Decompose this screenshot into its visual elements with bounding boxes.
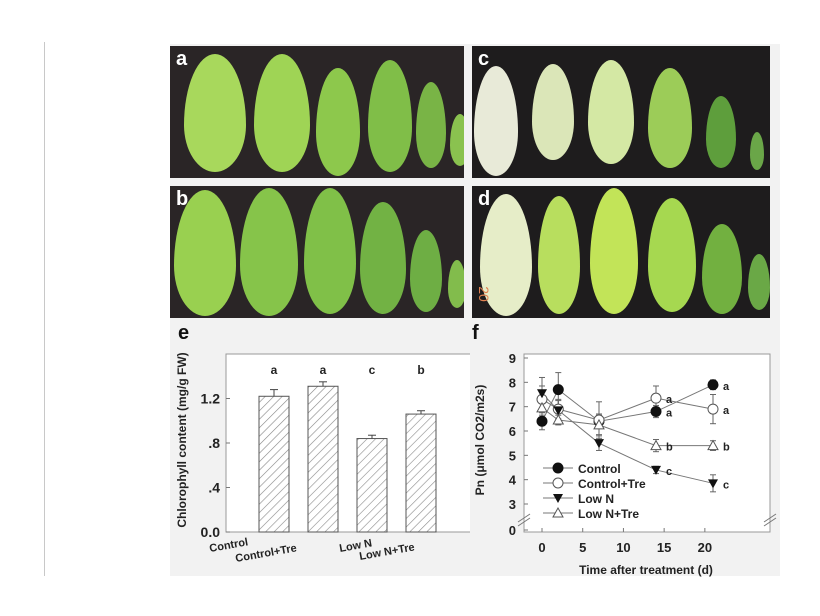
panel-label-c: c — [478, 48, 490, 70]
svg-text:5: 5 — [509, 448, 516, 463]
leaf — [588, 60, 634, 164]
svg-text:Pn (μmol CO2/m2s): Pn (μmol CO2/m2s) — [473, 385, 487, 496]
leaf — [240, 188, 298, 316]
leaf — [360, 202, 406, 314]
leaf — [648, 198, 696, 312]
leaf — [184, 54, 246, 172]
svg-text:10: 10 — [616, 540, 630, 555]
svg-text:.8: .8 — [208, 435, 220, 451]
photo-panel-b: b — [170, 186, 464, 318]
page-divider-line — [44, 42, 45, 576]
svg-text:5: 5 — [579, 540, 586, 555]
leaf — [702, 224, 742, 314]
leaf — [448, 260, 464, 308]
svg-text:20: 20 — [698, 540, 712, 555]
leaf — [480, 194, 532, 316]
panel-label-f: f — [472, 322, 479, 344]
svg-text:15: 15 — [657, 540, 671, 555]
svg-text:a: a — [723, 405, 730, 417]
leaf — [590, 188, 638, 314]
svg-text:b: b — [723, 442, 730, 454]
leaf — [706, 96, 736, 168]
svg-text:.4: .4 — [208, 480, 220, 496]
leaf — [304, 188, 356, 314]
svg-text:6: 6 — [509, 424, 516, 439]
svg-text:8: 8 — [509, 375, 516, 390]
svg-text:b: b — [417, 363, 424, 377]
leaf — [450, 114, 464, 166]
leaf — [748, 254, 770, 310]
svg-text:0.0: 0.0 — [201, 524, 221, 540]
panel-label-a: a — [176, 48, 188, 70]
leaf — [532, 64, 574, 160]
svg-text:4: 4 — [509, 473, 517, 488]
svg-text:a: a — [271, 363, 278, 377]
svg-text:Low N+Tre: Low N+Tre — [578, 507, 639, 521]
svg-text:Low N: Low N — [578, 492, 614, 506]
leaf — [410, 230, 442, 312]
panel-label-b: b — [176, 188, 189, 210]
svg-text:1.2: 1.2 — [201, 391, 221, 407]
svg-text:0: 0 — [509, 523, 516, 538]
leaf — [254, 54, 310, 172]
svg-text:a: a — [320, 363, 327, 377]
svg-text:c: c — [666, 466, 672, 478]
svg-text:a: a — [666, 408, 673, 420]
figure: a b c d 20 e — [170, 44, 780, 577]
svg-text:7: 7 — [509, 400, 516, 415]
svg-text:Control: Control — [578, 462, 621, 476]
leaf — [416, 82, 446, 168]
svg-text:Time after treatment (d): Time after treatment (d) — [579, 563, 713, 577]
svg-text:Control+Tre: Control+Tre — [578, 477, 646, 491]
leaf — [750, 132, 764, 170]
leaf — [538, 196, 580, 314]
photo-panel-a: a — [170, 46, 464, 178]
photo-panel-d: d 20 — [472, 186, 770, 318]
leaf — [174, 190, 236, 316]
svg-text:a: a — [666, 394, 673, 406]
svg-text:Chlorophyll content (mg/g FW): Chlorophyll content (mg/g FW) — [175, 352, 189, 527]
leaf — [648, 68, 692, 168]
date-stamp: 20 — [475, 286, 492, 302]
panel-label-e: e — [178, 322, 190, 344]
photo-panel-c: c — [472, 46, 770, 178]
svg-text:a: a — [723, 381, 730, 393]
svg-text:3: 3 — [509, 497, 516, 512]
leaf — [316, 68, 360, 176]
svg-text:Low N: Low N — [338, 537, 373, 555]
svg-text:0: 0 — [538, 540, 545, 555]
svg-text:c: c — [723, 479, 729, 491]
leaf — [368, 60, 412, 172]
leaf — [474, 66, 518, 176]
svg-text:c: c — [369, 363, 376, 377]
svg-text:b: b — [666, 442, 673, 454]
chlorophyll-bar-chart: 0.0 .4 .8 1.2 a a c b Chlorophyll content (mg/… — [175, 352, 470, 565]
svg-text:9: 9 — [509, 351, 516, 366]
panel-label-d: d — [478, 188, 491, 210]
